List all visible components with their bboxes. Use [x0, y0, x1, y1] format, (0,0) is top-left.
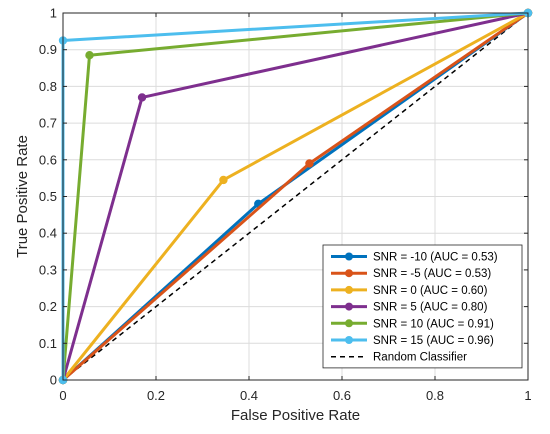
- legend-label-5: SNR = 15 (AUC = 0.96): [373, 335, 494, 347]
- y-tick-label: 0.8: [39, 79, 57, 94]
- y-tick-label: 0.5: [39, 189, 57, 204]
- y-tick-label: 0.9: [39, 42, 57, 57]
- x-tick-label: 0.2: [147, 388, 165, 403]
- series-point-1: [305, 159, 314, 168]
- x-axis-label: False Positive Rate: [231, 407, 360, 424]
- legend-label-random-classifier: Random Classifier: [373, 352, 467, 364]
- x-tick-label: 0.4: [240, 388, 258, 403]
- legend-marker-4: [345, 319, 353, 328]
- series-point-2: [219, 175, 228, 185]
- legend-label-3: SNR = 5 (AUC = 0.80): [373, 302, 488, 314]
- legend: SNR = -10 (AUC = 0.53) SNR = -5 (AUC = 0.…: [322, 244, 523, 369]
- y-tick-label: 0.7: [39, 116, 57, 131]
- y-tick-label: 0.3: [39, 262, 57, 277]
- series-point-4: [85, 51, 94, 60]
- y-tick-label: 0.6: [39, 152, 57, 167]
- series-point-3: [137, 93, 147, 102]
- legend-marker-2: [345, 285, 353, 294]
- y-tick-label: 0.4: [39, 226, 57, 241]
- legend-label-0: SNR = -10 (AUC = 0.53): [373, 252, 498, 264]
- legend-marker-3: [345, 302, 353, 311]
- x-tick-label: 1: [524, 388, 531, 403]
- x-tick-label: 0.8: [426, 388, 444, 403]
- y-tick-label: 0.1: [39, 336, 57, 351]
- y-tick-label: 0.2: [39, 299, 57, 314]
- ticks: 0 0.2 0.4 0.6 0.8 1 0 0.1 0.2 0.3 0.4 0.5 0.6 0.7 0.8 0…: [39, 6, 532, 404]
- legend-marker-0: [345, 252, 353, 261]
- legend-label-2: SNR = 0 (AUC = 0.60): [373, 285, 488, 297]
- x-tick-label: 0.6: [333, 388, 351, 403]
- y-axis-label: True Positive Rate: [14, 135, 31, 258]
- y-tick-label: 1: [50, 6, 57, 21]
- x-tick-label: 0: [59, 388, 66, 403]
- legend-marker-5: [345, 336, 353, 344]
- legend-label-1: SNR = -5 (AUC = 0.53): [373, 268, 491, 280]
- legend-label-4: SNR = 10 (AUC = 0.91): [373, 318, 494, 330]
- legend-marker-1: [345, 269, 353, 278]
- y-tick-label: 0: [50, 373, 57, 388]
